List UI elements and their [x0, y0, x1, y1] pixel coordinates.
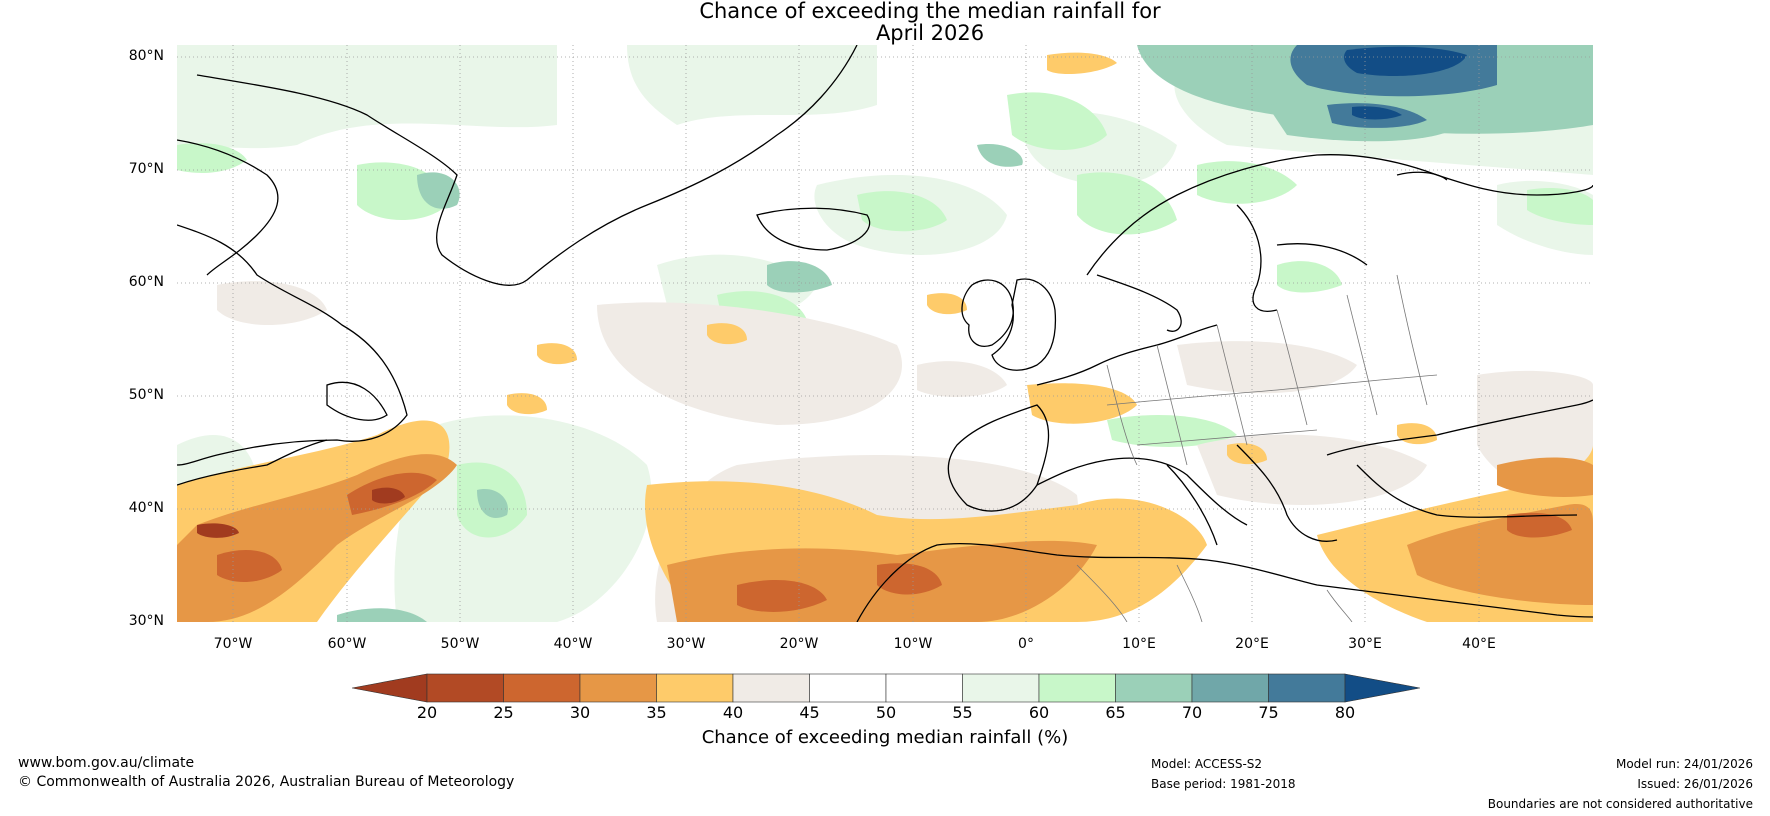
footer-disclaimer: Boundaries are not considered authoritat…	[1487, 797, 1753, 811]
colorbar-tick-label: 75	[1258, 703, 1279, 722]
lat-label-70n: 70°N	[128, 161, 164, 177]
colorbar-extend-low	[352, 673, 428, 703]
dark-orange-regions	[217, 472, 1572, 612]
lat-label-40n: 40°N	[128, 500, 164, 516]
colorbar-segment	[809, 673, 887, 703]
colorbar-segment	[962, 673, 1040, 703]
footer-model-run: Model run: 24/01/2026	[1615, 757, 1753, 771]
rust-regions	[197, 487, 405, 538]
footer-model: Model: ACCESS-S2	[1151, 757, 1263, 771]
colorbar-tick-label: 35	[646, 703, 667, 722]
lon-label-40e: 40°E	[1462, 636, 1496, 652]
colorbar-segment	[579, 673, 657, 703]
lon-label-30e: 30°E	[1348, 636, 1382, 652]
footer-copyright: © Commonwealth of Australia 2026, Austra…	[18, 774, 515, 790]
colorbar-segment	[1268, 673, 1346, 703]
colorbar-tick-label: 20	[416, 703, 438, 722]
colorbar-segment	[503, 673, 581, 703]
lon-label-0: 0°	[1018, 636, 1034, 652]
lon-label-60w: 60°W	[327, 636, 367, 652]
colorbar-segment	[1115, 673, 1193, 703]
colorbar-tick-label: 55	[952, 703, 973, 722]
colorbar-segment	[426, 673, 504, 703]
colorbar-segment	[1038, 673, 1116, 703]
lat-label-50n: 50°N	[128, 387, 164, 403]
footer-issued: Issued: 26/01/2026	[1637, 777, 1753, 791]
map-title-line1: Chance of exceeding the median rainfall …	[699, 0, 1161, 23]
colorbar-tick-label: 65	[1105, 703, 1126, 722]
colorbar-segment	[885, 673, 963, 703]
colorbar-segment	[1191, 673, 1269, 703]
lat-label-30n: 30°N	[128, 613, 164, 629]
footer-base-period: Base period: 1981-2018	[1151, 777, 1296, 791]
rainfall-outlook-map	[177, 45, 1593, 622]
lat-label-80n: 80°N	[128, 48, 164, 64]
lon-label-20e: 20°E	[1235, 636, 1269, 652]
lon-label-70w: 70°W	[213, 636, 253, 652]
lon-label-40w: 40°W	[553, 636, 593, 652]
graticule	[177, 45, 1593, 622]
country-borders	[1076, 274, 1438, 622]
colorbar-tick-label: 40	[722, 703, 744, 722]
colorbar-tick-label: 70	[1181, 703, 1203, 722]
dark-blue-regions	[1344, 46, 1467, 120]
colorbar-extend-high	[1344, 673, 1420, 703]
colorbar-segment	[656, 673, 734, 703]
footer-url: www.bom.gov.au/climate	[18, 755, 195, 771]
colorbar-tick-label: 30	[569, 703, 591, 722]
colorbar-tick-label: 45	[799, 703, 820, 722]
map-title-line2: April 2026	[875, 21, 985, 45]
coastlines	[177, 45, 1593, 622]
colorbar	[352, 673, 1420, 703]
lon-label-10e: 10°E	[1122, 636, 1156, 652]
lon-label-50w: 50°W	[440, 636, 480, 652]
colorbar-tick-label: 50	[875, 703, 897, 722]
lat-label-60n: 60°N	[128, 274, 164, 290]
colorbar-label: Chance of exceeding median rainfall (%)	[701, 727, 1069, 748]
lon-label-30w: 30°W	[666, 636, 706, 652]
lon-label-10w: 10°W	[893, 636, 933, 652]
colorbar-segment	[732, 673, 810, 703]
lon-label-20w: 20°W	[779, 636, 819, 652]
colorbar-tick-label: 60	[1028, 703, 1050, 722]
colorbar-tick-label: 25	[493, 703, 514, 722]
colorbar-tick-label: 80	[1334, 703, 1356, 722]
